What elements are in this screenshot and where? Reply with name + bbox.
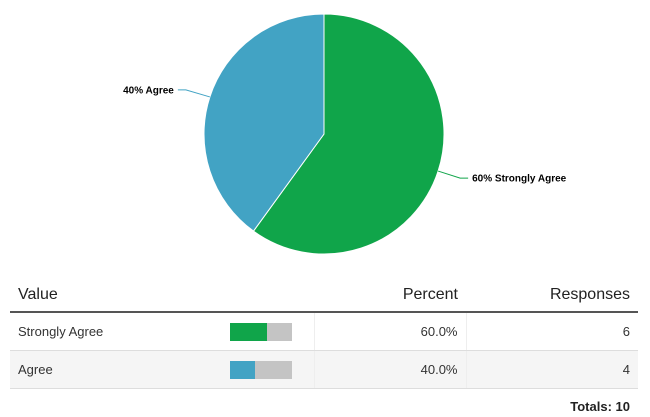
pie-slice-label: 60% Strongly Agree: [472, 174, 567, 185]
row-percent: 40.0%: [314, 350, 467, 389]
header-percent: Percent: [314, 279, 466, 313]
percent-bar-track: [230, 322, 292, 341]
header-value: Value: [10, 279, 222, 313]
header-responses: Responses: [466, 279, 638, 313]
pie-chart: 60% Strongly Agree 40% Agree: [123, 13, 567, 255]
table-header-row: Value Percent Responses: [10, 279, 638, 313]
pie-chart-svg: 60% Strongly Agree 40% Agree: [123, 13, 567, 255]
percent-bar-fill: [230, 322, 268, 341]
row-responses: 6: [466, 312, 638, 351]
results-table: Value Percent Responses Strongly Agree 6…: [10, 279, 638, 389]
row-percent: 60.0%: [314, 312, 467, 351]
totals-text: Totals: 10: [570, 399, 630, 414]
header-bar: [222, 279, 314, 313]
table-row: Strongly Agree 60.0% 6: [10, 312, 638, 351]
pie-slice-agree: [203, 13, 325, 232]
percent-bar-fill: [230, 360, 255, 379]
percent-bar-track: [230, 360, 292, 379]
row-value-label: Strongly Agree: [10, 312, 222, 351]
totals-value: 10: [615, 399, 630, 414]
row-bar-cell: [222, 350, 315, 389]
pie-slice-label: 40% Agree: [123, 85, 174, 96]
pie-leader-line: [437, 170, 469, 179]
table-row: Agree 40.0% 4: [10, 350, 638, 389]
row-bar-cell: [222, 312, 315, 351]
row-responses: 4: [466, 350, 638, 389]
totals-label: Totals:: [570, 399, 612, 414]
pie-leader-line: [177, 89, 211, 98]
row-value-label: Agree: [10, 350, 222, 389]
